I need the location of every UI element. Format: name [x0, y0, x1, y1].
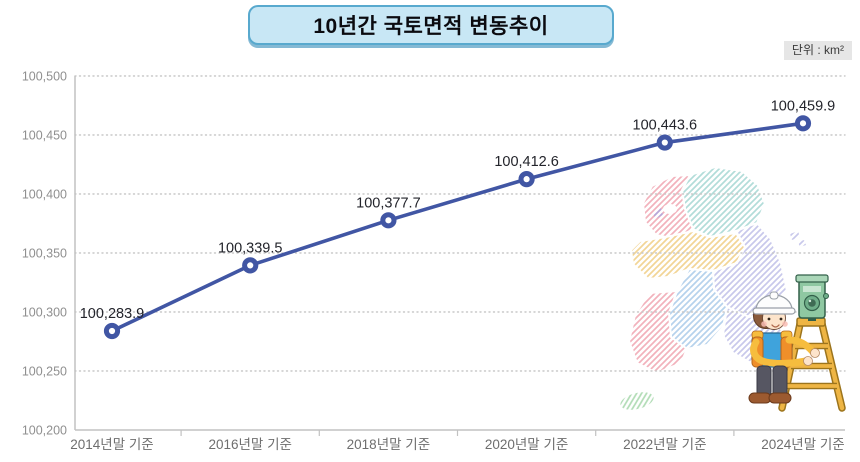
- y-axis-tick-label: 100,200: [22, 424, 67, 438]
- series-markers: [103, 115, 812, 340]
- x-axis-category-label: 2018년말 기준: [347, 437, 430, 452]
- map-islet: [798, 240, 806, 247]
- map-region: [653, 208, 663, 219]
- data-point-marker: [103, 322, 121, 340]
- theodolite-icon: [795, 274, 829, 321]
- y-axis-tick-label: 100,500: [22, 70, 67, 84]
- data-point-value-label: 100,412.6: [494, 154, 559, 170]
- map-islet: [790, 231, 800, 240]
- map-region: [627, 289, 689, 375]
- map-region-jeju: [620, 392, 654, 410]
- chart-title: 10년간 국토면적 변동추이: [313, 15, 549, 38]
- data-point-marker: [380, 212, 397, 229]
- series-value-labels: 100,283.9 100,339.5 100,377.7 100,412.6 100,…: [80, 98, 836, 322]
- x-axis-category-label: 2014년말 기준: [70, 437, 153, 452]
- y-axis-tick-label: 100,450: [22, 129, 67, 143]
- x-axis-category-label: 2020년말 기준: [485, 437, 568, 452]
- y-axis-tick-labels: 100,200 100,250 100,300 100,350 100,400 100,4…: [22, 70, 67, 438]
- map-region: [663, 204, 677, 214]
- y-axis-tick-label: 100,300: [22, 306, 67, 320]
- x-axis-category-labels: 2014년말 기준 2016년말 기준 2018년말 기준 2020년말 기준 2022…: [70, 437, 844, 452]
- surveyor-character-illustration: [748, 274, 846, 412]
- x-axis-ticks: [180, 430, 735, 436]
- chart-title-box: 10년간 국토면적 변동추이: [248, 5, 614, 45]
- data-point-value-label: 100,377.7: [356, 195, 421, 211]
- data-point-marker: [242, 257, 259, 274]
- data-point-value-label: 100,339.5: [218, 240, 283, 256]
- worker-icon: [748, 291, 820, 404]
- series-line: [110, 121, 805, 333]
- y-axis-tick-label: 100,350: [22, 247, 67, 261]
- x-axis-category-label: 2024년말 기준: [761, 437, 844, 452]
- x-axis-category-label: 2016년말 기준: [208, 437, 291, 452]
- data-point-value-label: 100,443.6: [633, 118, 698, 134]
- y-axis-tick-label: 100,250: [22, 365, 67, 379]
- data-point-value-label: 100,283.9: [80, 306, 145, 322]
- unit-label: 단위 : km²: [783, 41, 852, 60]
- x-axis-category-label: 2022년말 기준: [623, 437, 706, 452]
- y-axis-tick-label: 100,400: [22, 188, 67, 202]
- data-point-marker: [518, 171, 535, 188]
- data-point-marker: [794, 115, 812, 132]
- data-point-marker: [656, 134, 673, 151]
- data-point-value-label: 100,459.9: [771, 98, 836, 114]
- series-polyline: [110, 121, 805, 333]
